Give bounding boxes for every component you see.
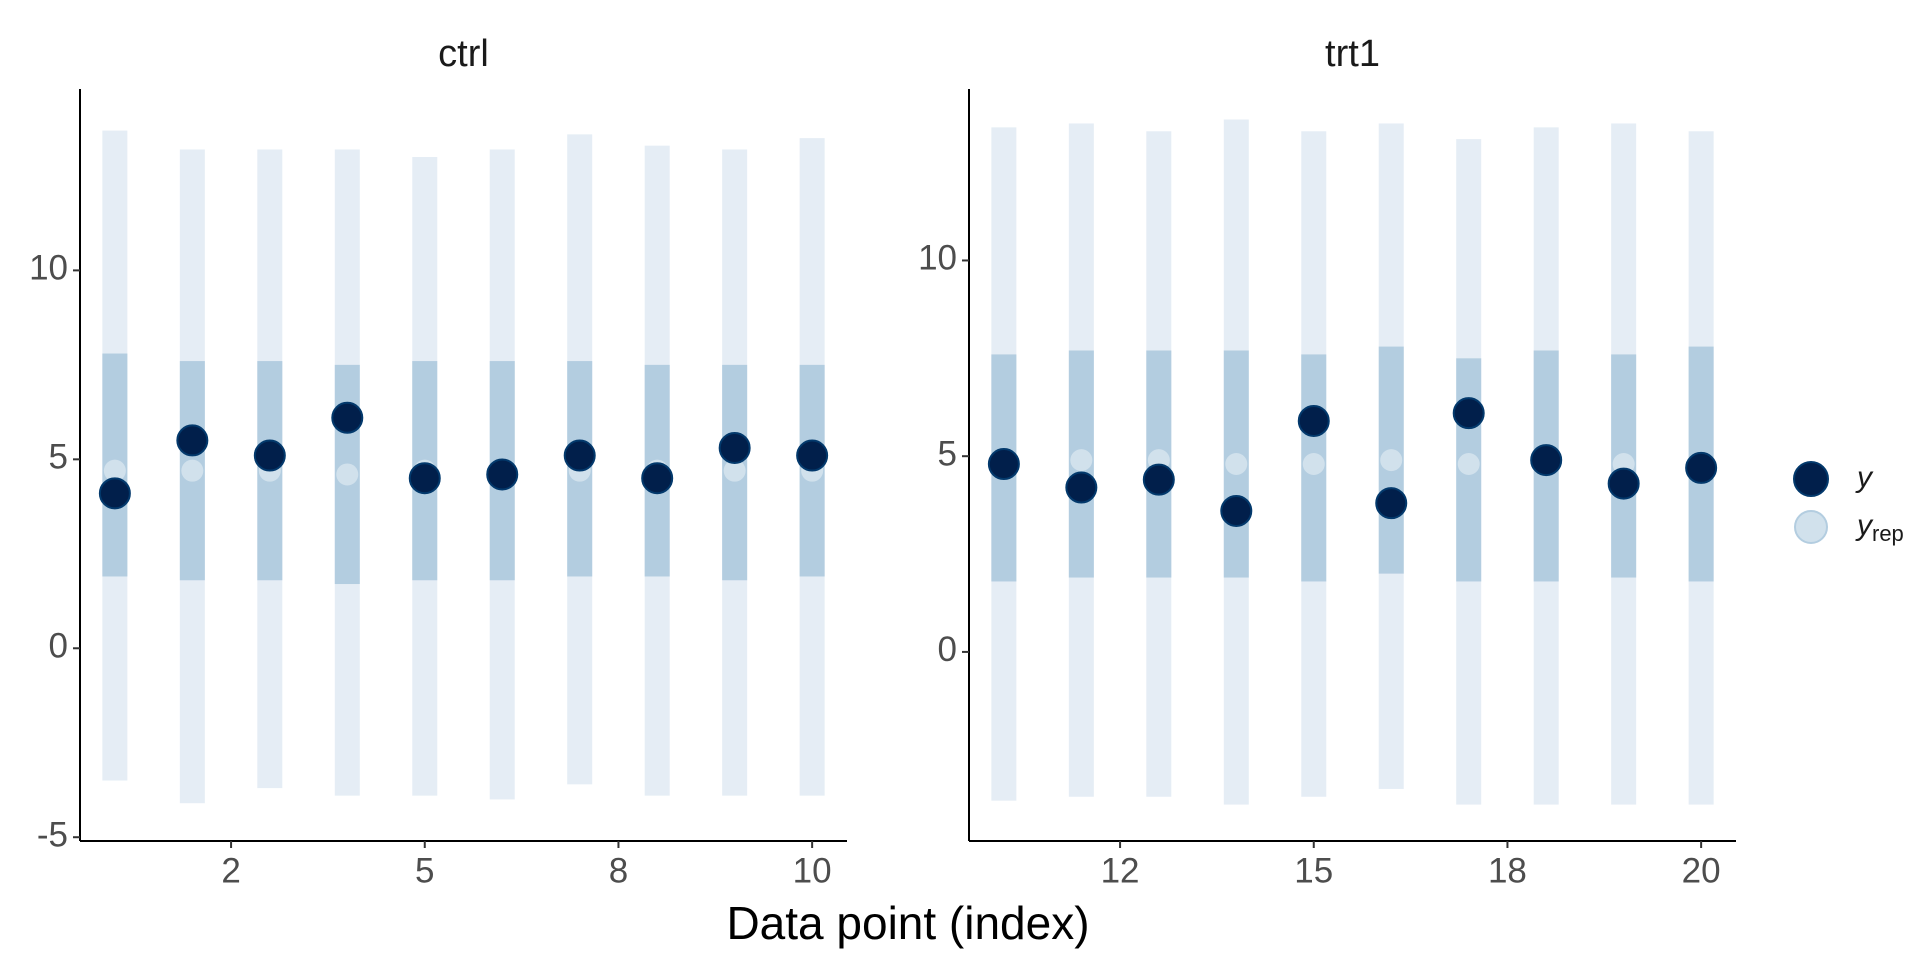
x-tick-label: 10 <box>793 851 832 890</box>
y-point <box>1375 487 1408 520</box>
y-point <box>1142 463 1175 496</box>
yrep-median <box>336 463 359 486</box>
y-tick-label: 10 <box>918 239 957 278</box>
panel-title: ctrl <box>438 33 489 75</box>
legend-name: y <box>1855 461 1874 494</box>
yrep-median <box>181 459 204 482</box>
legend-name: y <box>1855 509 1874 542</box>
yrep-median <box>1380 449 1403 472</box>
y-point <box>331 401 364 434</box>
legend-label: y <box>1855 461 1874 494</box>
yrep-median <box>1225 453 1248 476</box>
y-tick-label: -5 <box>37 815 68 854</box>
y-point <box>176 424 209 457</box>
y-point <box>253 439 286 472</box>
yrep-median <box>103 459 126 482</box>
y-point <box>1685 451 1718 484</box>
y-point <box>1607 467 1640 500</box>
x-tick-label: 15 <box>1294 851 1333 890</box>
y-tick-label: 0 <box>49 627 68 666</box>
yrep-median <box>723 459 746 482</box>
panel-title: trt1 <box>1325 33 1380 75</box>
y-point <box>1530 444 1563 477</box>
legend-subscript: rep <box>1872 521 1904 546</box>
x-tick-label: 2 <box>221 851 240 890</box>
x-axis-title: Data point (index) <box>726 897 1089 949</box>
x-tick-label: 5 <box>415 851 434 890</box>
yrep-median <box>1457 453 1480 476</box>
y-point <box>641 462 674 495</box>
y-point <box>486 458 519 491</box>
y-point <box>1297 404 1330 437</box>
y-point <box>1452 397 1485 430</box>
legend-marker <box>1793 461 1829 497</box>
y-point <box>796 439 829 472</box>
x-tick-label: 8 <box>609 851 628 890</box>
y-point <box>408 462 441 495</box>
x-tick-label: 12 <box>1101 851 1140 890</box>
x-tick-label: 18 <box>1488 851 1527 890</box>
y-tick-label: 0 <box>938 630 957 669</box>
x-tick-label: 20 <box>1682 851 1721 890</box>
legend-label: yrep <box>1855 509 1904 546</box>
y-tick-label: 5 <box>49 438 68 477</box>
yrep-median <box>1070 449 1093 472</box>
y-point <box>1220 494 1253 527</box>
legend-marker <box>1794 510 1828 544</box>
y-point <box>98 477 131 510</box>
y-tick-label: 10 <box>29 249 68 288</box>
y-point <box>563 439 596 472</box>
yrep-median <box>1302 453 1325 476</box>
y-point <box>987 448 1020 481</box>
y-point <box>1065 471 1098 504</box>
y-tick-label: 5 <box>938 434 957 473</box>
y-point <box>718 431 751 464</box>
